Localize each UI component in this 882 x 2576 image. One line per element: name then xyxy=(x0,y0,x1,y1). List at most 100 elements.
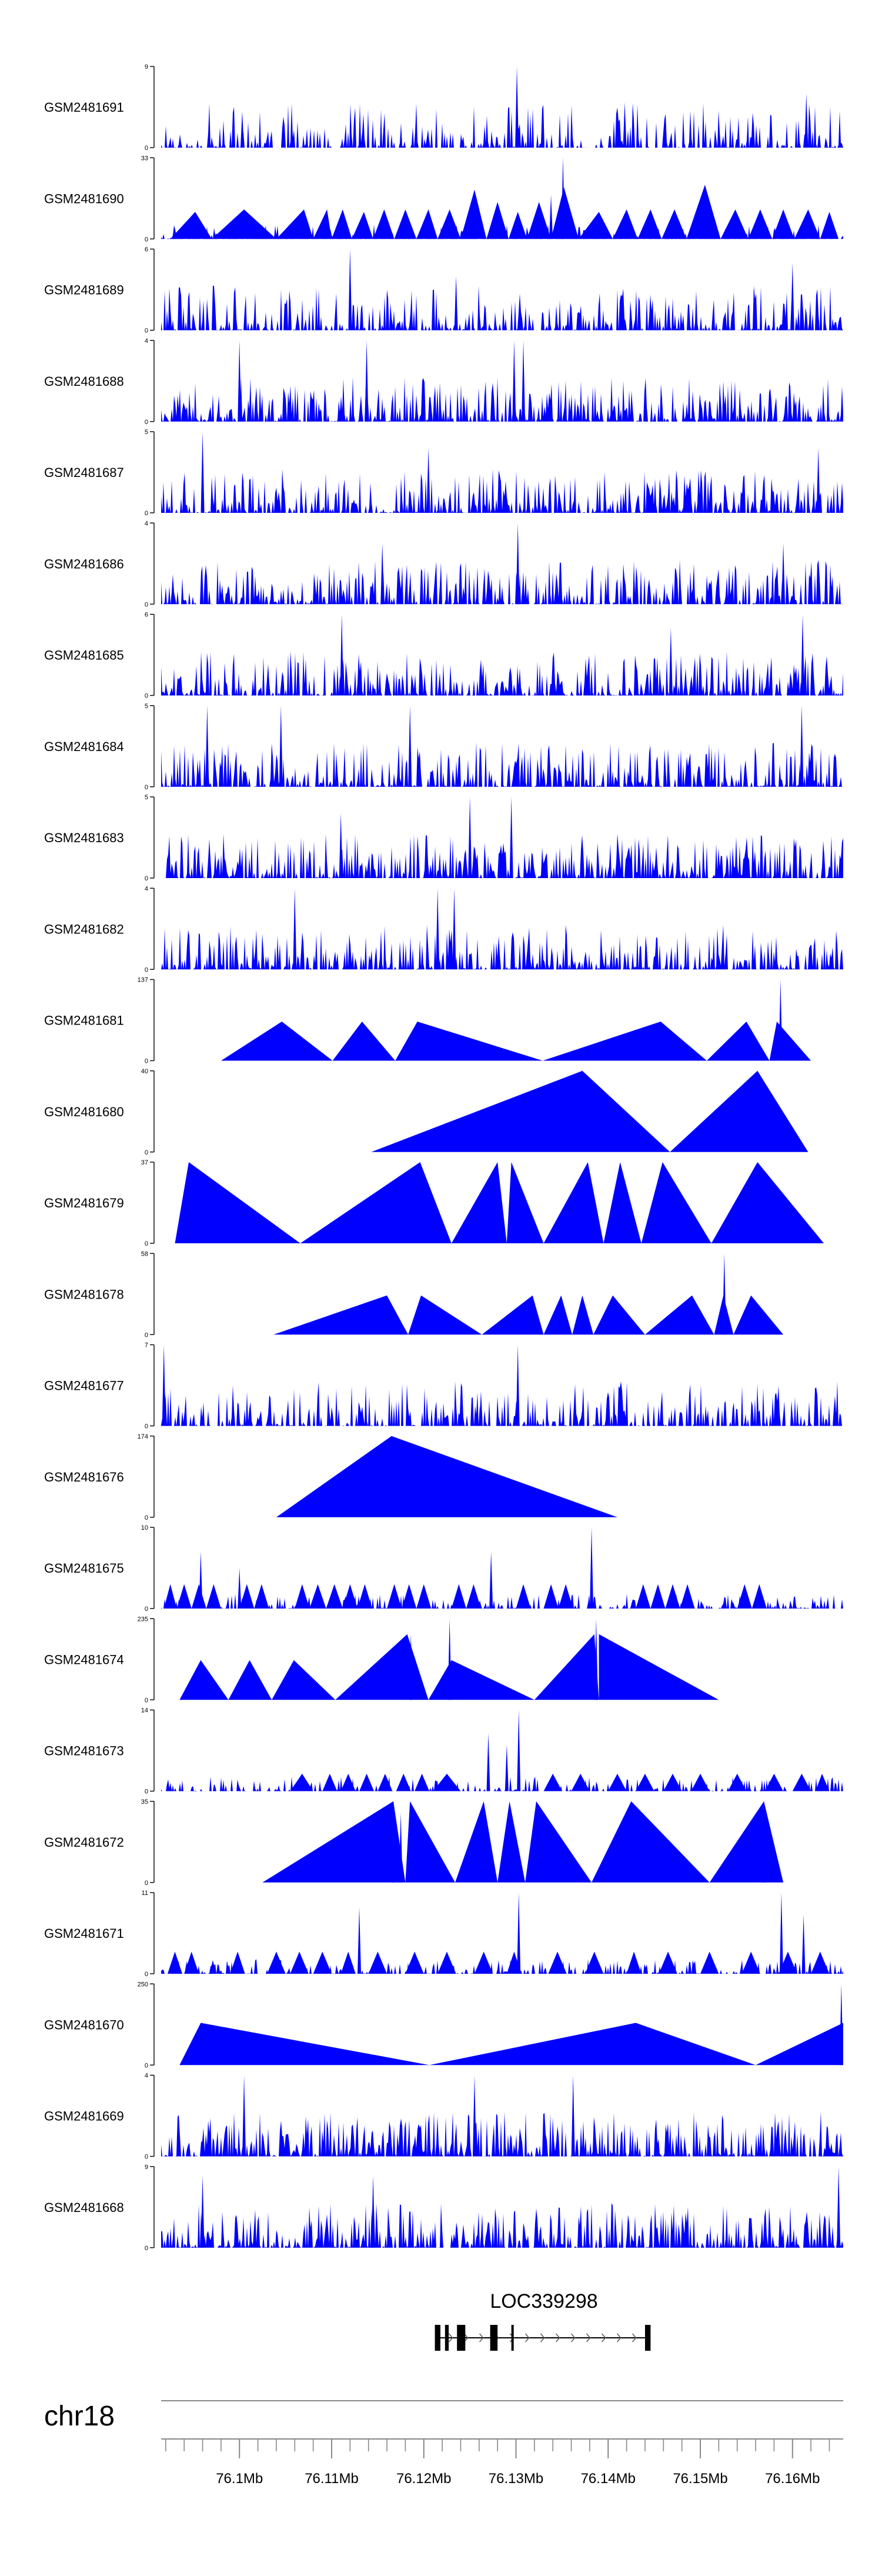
track-gsm2481668: GSM2481668 9 0 xyxy=(44,2164,843,2252)
track-gsm2481682: GSM2481682 4 0 xyxy=(44,885,843,973)
coverage-peak xyxy=(176,1584,192,1609)
strand-arrow xyxy=(632,2333,637,2343)
y-min-label: 0 xyxy=(145,1971,148,1978)
coverage-spike xyxy=(722,1253,726,1335)
coverage-peak xyxy=(794,209,820,239)
axis-tick-label: 76.14Mb xyxy=(581,2471,636,2487)
coverage-peak xyxy=(396,1773,411,1791)
coverage-peak xyxy=(437,209,461,239)
coverage-spike xyxy=(623,102,627,148)
coverage-tracks: GSM248169190GSM2481690330GSM248168960GSM… xyxy=(44,64,843,2252)
coverage-peak xyxy=(662,209,687,239)
coverage-spike xyxy=(242,2075,246,2157)
gene-track: LOC339298 xyxy=(435,2290,651,2351)
coverage-spike xyxy=(426,448,430,513)
coverage-peak xyxy=(720,209,749,239)
coverage-spike xyxy=(522,340,526,422)
coverage-peak xyxy=(395,1022,543,1061)
coverage-peak xyxy=(525,1801,592,1883)
coverage-spike xyxy=(549,194,553,239)
y-max-label: 7 xyxy=(145,1342,148,1349)
coverage-peak xyxy=(741,1951,760,1974)
axis-tick-label: 76.13Mb xyxy=(489,2471,543,2487)
coverage-area xyxy=(161,1959,843,1974)
track-gsm2481679: GSM2481679 37 0 xyxy=(44,1159,824,1247)
y-max-label: 9 xyxy=(145,64,148,71)
y-max-label: 9 xyxy=(145,2164,148,2171)
coverage-spike xyxy=(468,797,472,878)
coverage-peak xyxy=(402,1584,417,1609)
coverage-spike xyxy=(804,94,808,148)
coverage-peak xyxy=(636,1584,651,1609)
coverage-area xyxy=(161,2111,843,2157)
coverage-peak xyxy=(709,1801,784,1883)
coverage-peak xyxy=(497,1801,526,1883)
coverage-peak xyxy=(373,209,395,239)
coverage-peak xyxy=(772,209,794,239)
y-min-label: 0 xyxy=(145,236,148,243)
coverage-peak xyxy=(820,212,839,239)
coverage-peak xyxy=(416,1584,432,1609)
coverage-peak xyxy=(352,212,373,239)
coverage-spike xyxy=(790,262,794,331)
coverage-peak xyxy=(543,1584,559,1609)
track-gsm2481684: GSM2481684 5 0 xyxy=(44,703,843,791)
coverage-peak xyxy=(543,1295,573,1335)
gene-exon xyxy=(457,2325,466,2351)
y-min-label: 0 xyxy=(145,328,148,335)
y-min-label: 0 xyxy=(145,966,148,973)
coverage-spike xyxy=(703,185,707,239)
axis-tick-label: 76.15Mb xyxy=(673,2471,727,2487)
track-label: GSM2481677 xyxy=(44,1379,124,1393)
coverage-spike xyxy=(779,1893,783,1974)
coverage-peak xyxy=(191,1584,206,1609)
coverage-peak xyxy=(408,1295,482,1335)
coverage-spike xyxy=(516,523,520,605)
coverage-peak xyxy=(579,212,613,239)
coverage-area xyxy=(161,833,843,878)
coverage-spike xyxy=(380,543,385,605)
track-gsm2481671: GSM2481671 11 0 xyxy=(44,1890,843,1978)
coverage-peak xyxy=(792,1773,811,1791)
coverage-peak xyxy=(206,1584,221,1609)
coverage-area xyxy=(161,285,843,331)
coverage-spike xyxy=(399,1813,403,1883)
coverage-peak xyxy=(167,1951,183,1974)
coverage-spike xyxy=(240,111,244,148)
strand-arrow xyxy=(616,2333,622,2343)
coverage-peak xyxy=(659,1951,677,1974)
coverage-peak xyxy=(163,1584,177,1609)
track-gsm2481676: GSM2481676 174 0 xyxy=(44,1433,617,1521)
coverage-peak xyxy=(663,1773,682,1791)
coverage-peak xyxy=(686,185,721,239)
coverage-peak xyxy=(179,1660,229,1700)
y-max-label: 14 xyxy=(141,1707,148,1714)
coverage-spike xyxy=(447,1619,452,1700)
coverage-peak xyxy=(359,1773,375,1791)
coverage-peak xyxy=(212,209,276,239)
coverage-peak xyxy=(748,209,773,239)
y-min-label: 0 xyxy=(145,1332,148,1339)
coverage-peak xyxy=(179,2023,430,2066)
gene-exon xyxy=(445,2325,449,2351)
coverage-spike xyxy=(837,2166,841,2248)
y-min-label: 0 xyxy=(145,2154,148,2161)
coverage-spike xyxy=(238,340,242,422)
y-min-label: 0 xyxy=(145,1788,148,1796)
coverage-peak xyxy=(626,1951,642,1974)
coverage-spike xyxy=(358,1907,362,1974)
coverage-peak xyxy=(707,1022,770,1061)
coverage-peak xyxy=(313,1951,332,1974)
track-label: GSM2481679 xyxy=(44,1196,124,1210)
track-gsm2481691: GSM2481691 9 0 xyxy=(44,64,843,152)
coverage-spike xyxy=(293,888,297,970)
y-max-label: 4 xyxy=(145,885,148,892)
y-max-label: 37 xyxy=(141,1159,148,1166)
track-label: GSM2481683 xyxy=(44,830,124,845)
coverage-area xyxy=(161,742,843,787)
coverage-peak xyxy=(184,1951,199,1974)
coverage-spike xyxy=(340,614,344,696)
coverage-peak xyxy=(368,1951,387,1974)
coverage-peak xyxy=(276,209,313,239)
coverage-peak xyxy=(342,1584,358,1609)
